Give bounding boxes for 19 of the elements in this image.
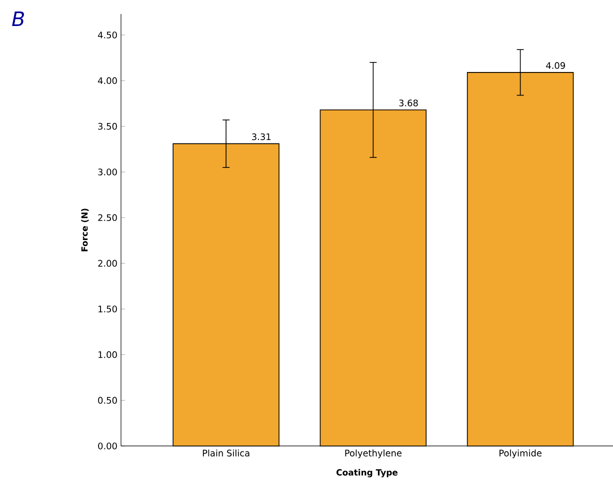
y-tick-label: 0.00	[98, 442, 117, 450]
y-tick-label: 2.50	[98, 214, 117, 222]
y-tick-label: 1.50	[98, 306, 117, 312]
y-tick-label: 0.50	[98, 396, 117, 404]
x-tick-label: Polyethylene	[345, 450, 402, 458]
text: B	[12, 12, 24, 26]
y-tick-label: 3.50	[98, 122, 117, 130]
y-axis-title: Force (N)	[81, 208, 89, 252]
y-tick-label: 1.00	[98, 351, 117, 358]
y-tick-label: 4.00	[98, 77, 117, 84]
x-tick-label: Plain Silica	[202, 450, 250, 456]
data-label: 3.31	[252, 133, 271, 140]
data-label: 4.09	[546, 62, 565, 69]
y-tick-label: 2.00	[98, 260, 117, 267]
y-tick-label: 3.00	[98, 168, 117, 176]
x-axis-title: Coating Type	[336, 469, 398, 478]
y-tick-label: 4.50	[98, 32, 117, 38]
x-tick-label: Polyimide	[500, 450, 542, 458]
data-label: 3.68	[399, 100, 418, 106]
